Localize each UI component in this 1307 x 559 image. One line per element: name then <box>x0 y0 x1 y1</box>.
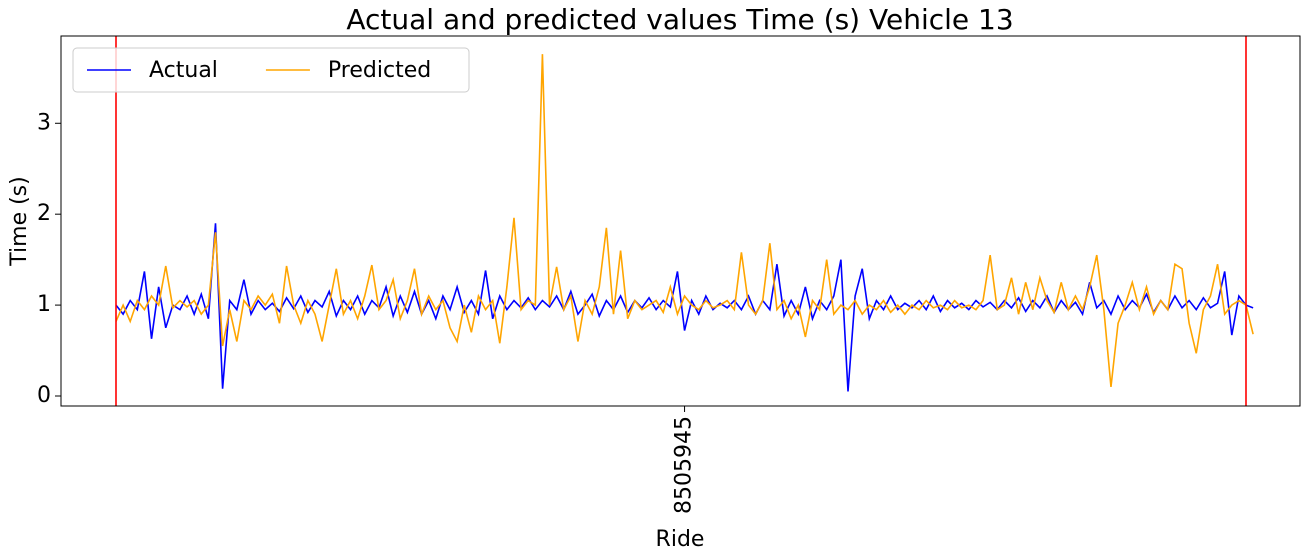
y-tick-label: 2 <box>37 201 51 226</box>
y-tick-label: 3 <box>37 110 51 135</box>
legend-label: Predicted <box>328 58 431 83</box>
legend-label: Actual <box>149 58 218 83</box>
x-axis-label: Ride <box>656 527 705 552</box>
chart-title: Actual and predicted values Time (s) Veh… <box>346 3 1013 36</box>
legend: Actual Predicted <box>72 47 470 93</box>
series-line <box>115 54 1254 387</box>
y-axis-label: Time (s) <box>7 176 32 266</box>
plot-frame <box>60 35 1301 407</box>
y-tick-label: 0 <box>37 383 51 408</box>
y-tick-label: 1 <box>37 292 51 317</box>
x-tick-label: 8505945 <box>672 416 697 514</box>
